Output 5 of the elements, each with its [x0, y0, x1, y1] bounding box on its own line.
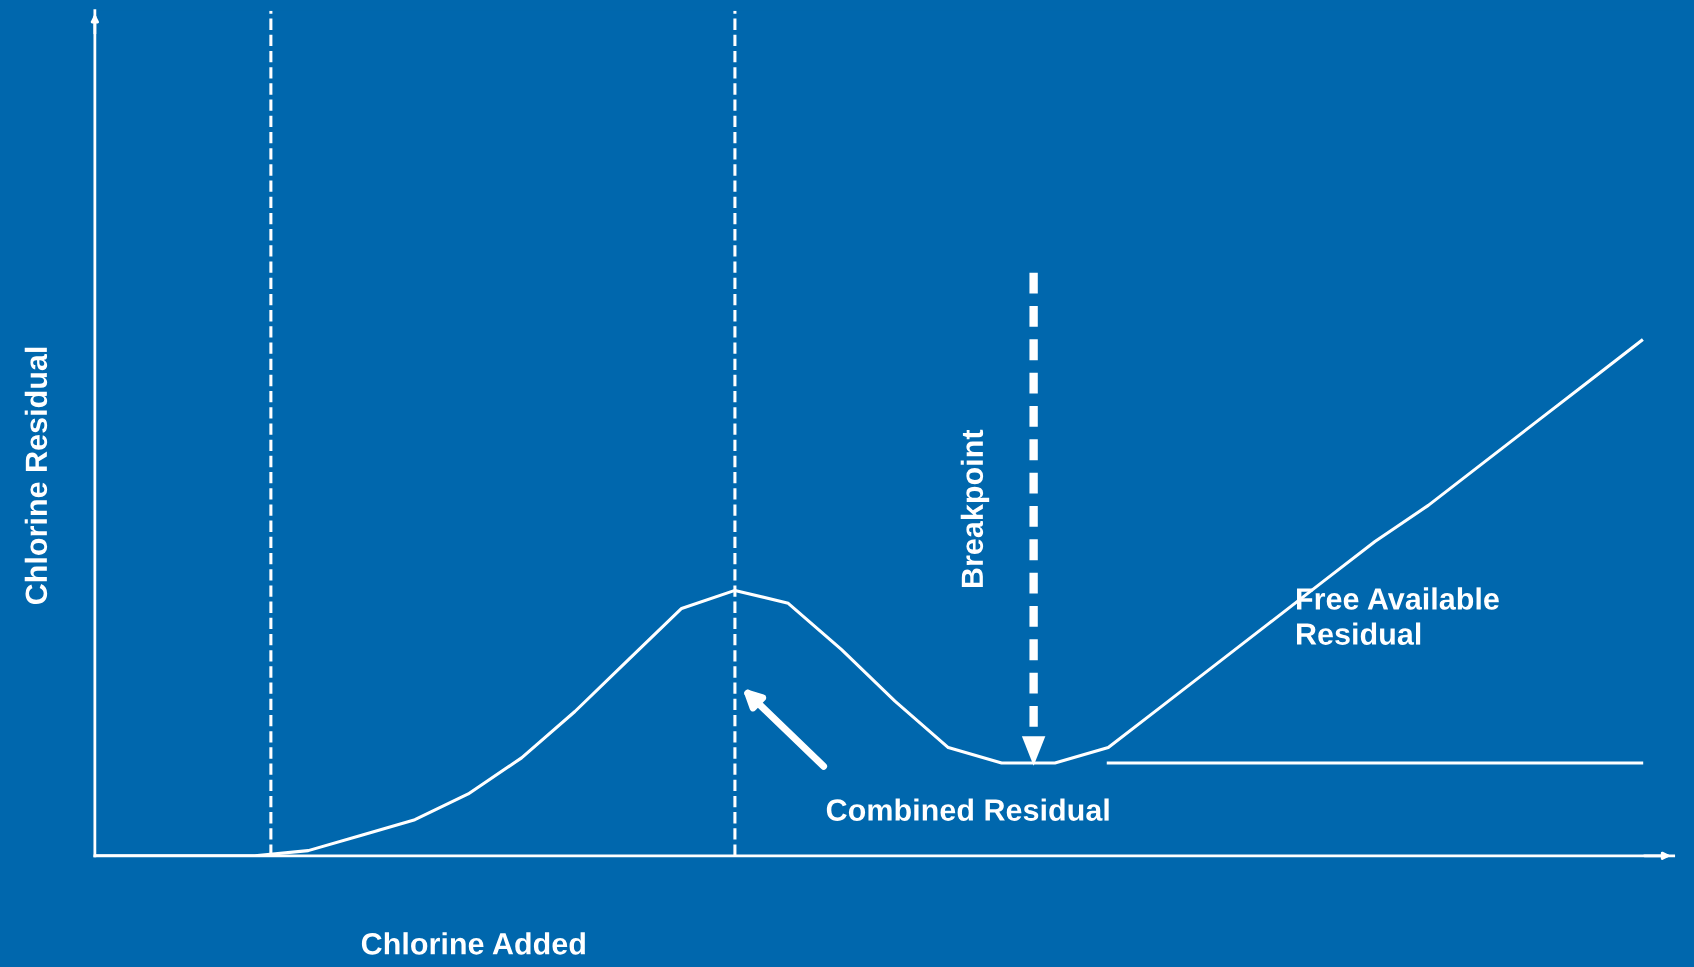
- y-axis-title: Chlorine Residual: [24, 347, 48, 605]
- annotation: Free Available Residual: [1297, 587, 1499, 645]
- x-axis-title: Chlorine Added: [361, 932, 585, 955]
- annotation: Combined Residual: [826, 798, 1109, 821]
- annotation: Breakpoint: [960, 429, 990, 588]
